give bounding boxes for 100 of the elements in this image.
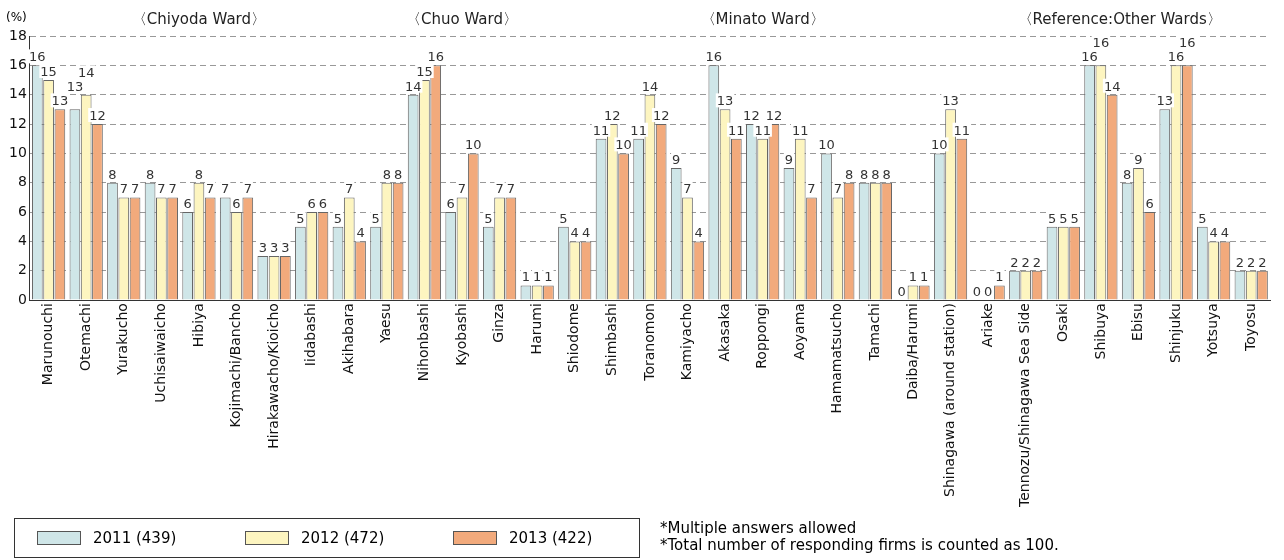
data-label: 12 [604, 107, 621, 123]
data-label: 8 [882, 166, 891, 182]
x-tick-label: Shinagawa (around station) [941, 303, 958, 497]
x-tick-label: Shibuya [1091, 303, 1108, 360]
x-tick-label: Tennozu/Shinagawa Sea Side [1016, 303, 1033, 508]
data-label: 3 [281, 239, 290, 255]
data-label: 12 [765, 107, 783, 123]
data-label: 8 [1123, 166, 1132, 182]
y-tick-label: 18 [8, 26, 27, 43]
x-tick-label: Nihonbashi [415, 303, 432, 382]
data-label: 5 [1198, 210, 1207, 226]
data-label: 8 [859, 166, 869, 182]
data-label: 8 [108, 166, 117, 182]
y-tick-label: 6 [17, 202, 27, 219]
data-label: 1 [920, 269, 929, 285]
data-label: 10 [465, 137, 482, 153]
data-label: 16 [427, 49, 444, 65]
data-label: 14 [77, 65, 95, 81]
data-label: 5 [1047, 210, 1057, 226]
data-label: 9 [784, 151, 794, 167]
data-label: 2 [1247, 254, 1256, 270]
text: *Total number of responding firms is counted as 100. [660, 536, 1059, 554]
data-label: 6 [1145, 195, 1154, 211]
x-tick-label: Iidabashi [302, 303, 319, 367]
y-tick-label: 0 [17, 290, 27, 307]
data-label: 3 [258, 239, 267, 255]
x-tick-label: Kamiyacho [678, 303, 695, 381]
data-label: 12 [652, 107, 670, 123]
data-label: 4 [356, 225, 365, 241]
data-label: 0 [972, 283, 982, 299]
data-label: 12 [743, 107, 760, 123]
data-label: 13 [66, 79, 84, 95]
data-label: 8 [194, 166, 204, 182]
data-label: 12 [89, 107, 106, 123]
data-label: 2 [1010, 254, 1019, 270]
data-label: 7 [119, 181, 128, 197]
y-axis-title: (%) [6, 10, 27, 24]
data-label: 6 [446, 195, 455, 211]
data-label: 13 [51, 93, 69, 109]
data-label: 6 [232, 195, 241, 211]
x-tick-label: Toyosu [1241, 303, 1258, 352]
legend-label: 2013 (422) [509, 529, 593, 547]
data-label: 15 [40, 63, 57, 79]
x-tick-label: Hirakawacho/Kioicho [264, 303, 281, 449]
data-label: 16 [1092, 35, 1110, 51]
data-label: 10 [818, 137, 835, 153]
data-label: 7 [495, 181, 504, 197]
data-label: 11 [592, 122, 610, 138]
x-tick-label: Uchisaiwaicho [151, 303, 168, 403]
data-label: 7 [833, 181, 842, 197]
data-label: 11 [728, 122, 745, 138]
data-label: 9 [672, 151, 681, 167]
data-label: 9 [1134, 151, 1143, 167]
data-label: 0 [984, 283, 993, 299]
x-tick-label: Toranomon [640, 303, 657, 382]
data-label: 16 [1167, 49, 1185, 65]
data-label: 13 [1156, 93, 1174, 109]
data-label: 7 [683, 181, 692, 197]
data-label: 2 [1258, 254, 1267, 270]
data-label: 7 [506, 181, 515, 197]
data-label: 16 [1081, 49, 1098, 65]
data-label: 7 [168, 181, 177, 197]
data-label: 3 [269, 239, 279, 255]
data-label: 14 [641, 78, 659, 94]
data-label: 1 [544, 269, 553, 285]
data-label: 7 [807, 181, 816, 197]
data-label: 11 [791, 122, 809, 138]
data-label: 5 [1070, 210, 1079, 226]
text: 〈Reference:Other Wards〉 [1017, 10, 1222, 29]
data-label: 5 [559, 210, 568, 226]
x-tick-label: Otemachi [76, 303, 93, 371]
data-label: 10 [931, 137, 948, 153]
data-label: 14 [1103, 78, 1121, 94]
x-tick-label: Shinjuku [1166, 303, 1183, 363]
data-label: 16 [1179, 35, 1196, 51]
data-label: 5 [371, 210, 380, 226]
x-tick-label: Osaki [1053, 303, 1070, 342]
x-tick-label: Yotsuya [1204, 303, 1221, 358]
x-tick-label: Hibiya [189, 303, 206, 348]
data-label: 7 [130, 181, 140, 197]
x-tick-label: Ginza [490, 303, 507, 343]
y-tick-label: 12 [8, 114, 27, 131]
x-tick-label: Daiba/Harumi [903, 303, 920, 400]
data-label: 2 [1235, 254, 1245, 270]
data-label: 7 [221, 181, 230, 197]
data-label: 7 [206, 181, 215, 197]
data-label: 13 [942, 93, 959, 109]
data-label: 10 [615, 137, 632, 153]
data-label: 7 [345, 181, 354, 197]
x-tick-label: Yaesu [377, 303, 394, 345]
y-tick-label: 14 [8, 85, 27, 102]
data-label: 4 [581, 225, 591, 241]
data-label: 14 [404, 78, 422, 94]
x-tick-label: Aoyama [790, 303, 807, 361]
data-label: 5 [484, 210, 493, 226]
data-label: 11 [754, 122, 771, 138]
data-label: 11 [953, 122, 971, 138]
data-label: 5 [1059, 210, 1068, 226]
legend-label: 2012 (472) [301, 529, 385, 547]
text: *Multiple answers allowed [660, 519, 858, 537]
